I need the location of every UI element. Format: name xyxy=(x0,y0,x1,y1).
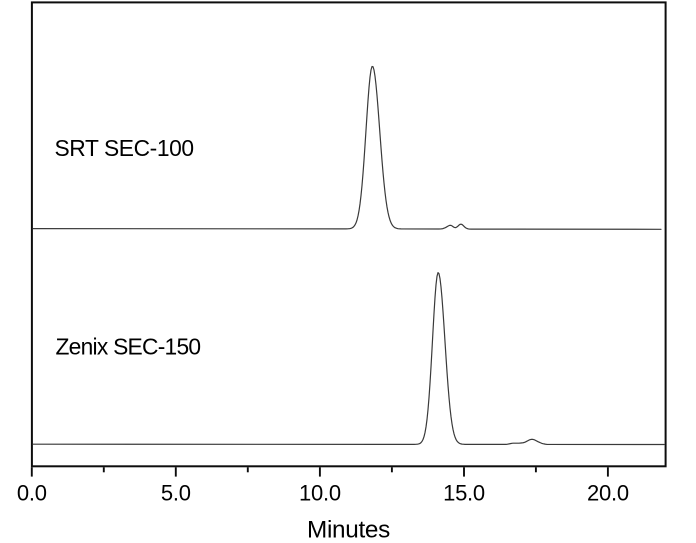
svg-text:5.0: 5.0 xyxy=(161,481,191,506)
svg-text:Zenix SEC-150: Zenix SEC-150 xyxy=(56,334,201,360)
svg-text:15.0: 15.0 xyxy=(443,481,485,506)
svg-text:0.0: 0.0 xyxy=(17,481,47,506)
svg-text:SRT SEC-100: SRT SEC-100 xyxy=(55,135,194,161)
svg-text:20.0: 20.0 xyxy=(587,481,629,506)
svg-text:10.0: 10.0 xyxy=(299,481,341,506)
svg-text:Minutes: Minutes xyxy=(307,517,390,543)
